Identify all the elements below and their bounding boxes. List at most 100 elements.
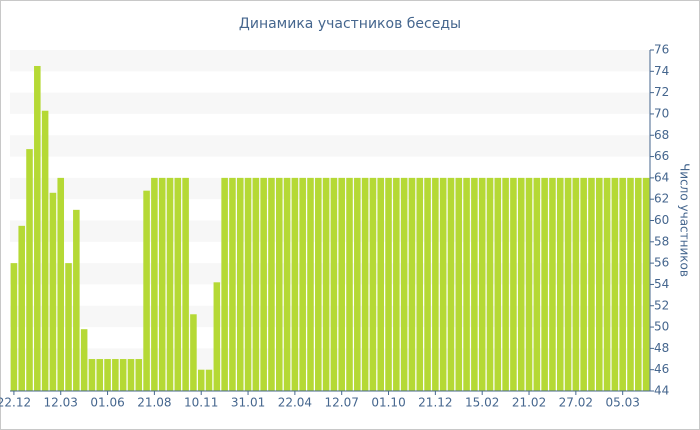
bar xyxy=(400,177,408,391)
x-tick-label: 15.02 xyxy=(465,396,499,410)
bar xyxy=(166,177,174,391)
x-tick-label: 05.03 xyxy=(606,396,640,410)
bar xyxy=(541,177,548,391)
y-tick-label: 64 xyxy=(654,170,669,184)
y-tick-label: 58 xyxy=(654,234,669,248)
bar xyxy=(408,177,416,391)
bar xyxy=(158,177,166,391)
bar xyxy=(143,190,150,391)
y-tick-label: 54 xyxy=(654,277,669,291)
grid-band xyxy=(10,50,650,72)
bar xyxy=(197,369,205,391)
y-tick-label: 46 xyxy=(654,362,669,376)
bar xyxy=(127,359,135,391)
bar xyxy=(135,359,143,391)
bar xyxy=(252,177,260,391)
y-tick-label: 74 xyxy=(654,64,669,78)
bar xyxy=(377,177,385,391)
bar xyxy=(88,359,96,391)
bar xyxy=(580,177,587,391)
bar xyxy=(49,192,57,391)
bar xyxy=(299,177,306,391)
x-tick-label: 27.02 xyxy=(559,396,593,410)
bar xyxy=(322,177,330,391)
bar xyxy=(213,282,221,391)
y-tick-label: 48 xyxy=(654,341,669,355)
bar xyxy=(603,177,611,391)
bar xyxy=(34,65,41,391)
x-tick-label: 21.12 xyxy=(418,396,452,410)
bar xyxy=(236,177,244,391)
bar xyxy=(556,177,564,391)
bar xyxy=(190,314,197,391)
bar xyxy=(525,177,533,391)
chart-title: Динамика участников беседы xyxy=(239,16,461,32)
y-tick-label: 56 xyxy=(654,256,669,270)
bar xyxy=(119,359,127,391)
x-tick-label: 22.04 xyxy=(278,396,312,410)
y-tick-label: 62 xyxy=(654,192,669,206)
bar xyxy=(338,177,345,391)
bar xyxy=(642,177,650,391)
bar xyxy=(510,177,517,391)
y-tick-label: 68 xyxy=(654,128,669,142)
bar xyxy=(455,177,463,391)
y-tick-label: 70 xyxy=(654,106,669,120)
x-tick-label: 21.02 xyxy=(512,396,546,410)
bar xyxy=(564,177,572,391)
bar xyxy=(432,177,439,391)
bar xyxy=(221,177,228,391)
bar xyxy=(330,177,338,391)
bar xyxy=(268,177,275,391)
bar xyxy=(229,177,236,391)
bar xyxy=(174,177,182,391)
bar xyxy=(57,177,65,391)
bar xyxy=(595,177,603,391)
bar xyxy=(65,263,72,391)
bar xyxy=(635,177,642,391)
bar xyxy=(611,177,619,391)
bar xyxy=(73,209,80,391)
x-tick-label: 01.10 xyxy=(371,396,405,410)
bar xyxy=(354,177,361,391)
x-tick-label: 10.11 xyxy=(184,396,218,410)
bar xyxy=(315,177,322,391)
y-tick-label: 44 xyxy=(654,384,669,398)
bar xyxy=(151,177,158,391)
grid-band xyxy=(10,92,650,114)
bar xyxy=(369,177,377,391)
bar xyxy=(182,177,189,391)
x-tick-label: 12.07 xyxy=(325,396,359,410)
bar xyxy=(572,177,580,391)
y-tick-label: 50 xyxy=(654,320,669,334)
grid-band xyxy=(10,135,650,157)
bar xyxy=(307,177,314,391)
bar xyxy=(502,177,509,391)
bar xyxy=(26,149,33,391)
y-tick-label: 52 xyxy=(654,298,669,312)
bar xyxy=(275,177,283,391)
bar xyxy=(385,177,392,391)
bar xyxy=(486,177,494,391)
bar xyxy=(619,177,626,391)
bar xyxy=(291,177,299,391)
bar xyxy=(10,263,18,391)
x-tick-label: 12.03 xyxy=(44,396,78,410)
bar xyxy=(346,177,353,391)
bar xyxy=(517,177,525,391)
y-axis-label: Число участников xyxy=(678,163,692,277)
y-tick-label: 60 xyxy=(654,213,669,227)
bar xyxy=(588,177,595,391)
x-tick-label: 01.06 xyxy=(90,396,124,410)
x-tick-label: 21.08 xyxy=(137,396,171,410)
bar xyxy=(627,177,634,391)
bar xyxy=(205,369,213,391)
bar xyxy=(41,110,49,391)
y-tick-label: 66 xyxy=(654,149,669,163)
bar xyxy=(494,177,502,391)
bar xyxy=(18,225,25,391)
x-tick-label: 31.01 xyxy=(231,396,265,410)
bar xyxy=(96,359,104,391)
